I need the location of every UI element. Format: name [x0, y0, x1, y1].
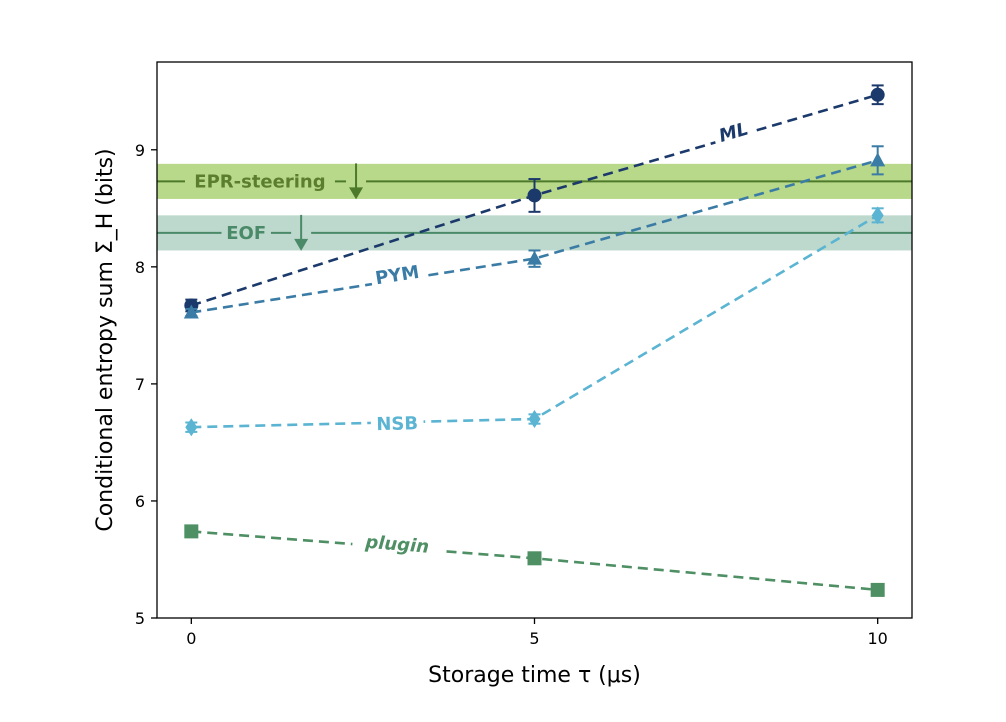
ml-point [870, 87, 885, 102]
x-tick-label: 5 [529, 629, 539, 648]
plugin-point [184, 524, 199, 539]
epr-steering-arrow-head [349, 187, 364, 200]
nsb-point [528, 410, 541, 429]
eof-label: EOF [226, 223, 266, 244]
pym-line [191, 159, 879, 314]
nsb-point [185, 418, 198, 437]
axes: 0 5 10 5 6 7 8 9 Storage time τ (μs) Conditional … [93, 61, 913, 688]
y-tick-label: 7 [135, 375, 145, 394]
y-tick-label: 5 [135, 609, 145, 628]
y-tick-label: 8 [135, 258, 145, 277]
ml-point [527, 188, 542, 203]
pym-point [870, 152, 886, 167]
x-axis-label: Storage time τ (μs) [428, 663, 641, 688]
y-axis-label: Conditional entropy sum Σ_H (bits) [93, 148, 118, 531]
nsb-label: NSB [376, 413, 418, 435]
y-tick-label: 9 [135, 141, 145, 160]
plugin-point [527, 551, 542, 566]
eof-arrow-head [294, 238, 309, 251]
pym-point [527, 250, 542, 265]
reference-bands: EPR-steering EOF [157, 163, 912, 251]
pym-point [183, 304, 199, 319]
plugin-point [870, 582, 885, 597]
y-tick-label: 6 [135, 492, 145, 511]
nsb-point [871, 206, 884, 225]
plugin-label: plugin [364, 532, 430, 558]
x-tick-label: 0 [186, 629, 196, 648]
epr-steering-label: EPR-steering [194, 171, 325, 192]
x-tick-label: 10 [868, 629, 888, 648]
